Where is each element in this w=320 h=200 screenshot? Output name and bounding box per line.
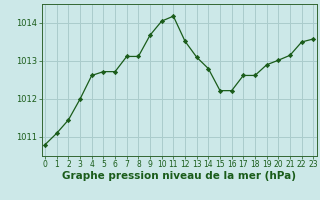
X-axis label: Graphe pression niveau de la mer (hPa): Graphe pression niveau de la mer (hPa) bbox=[62, 171, 296, 181]
